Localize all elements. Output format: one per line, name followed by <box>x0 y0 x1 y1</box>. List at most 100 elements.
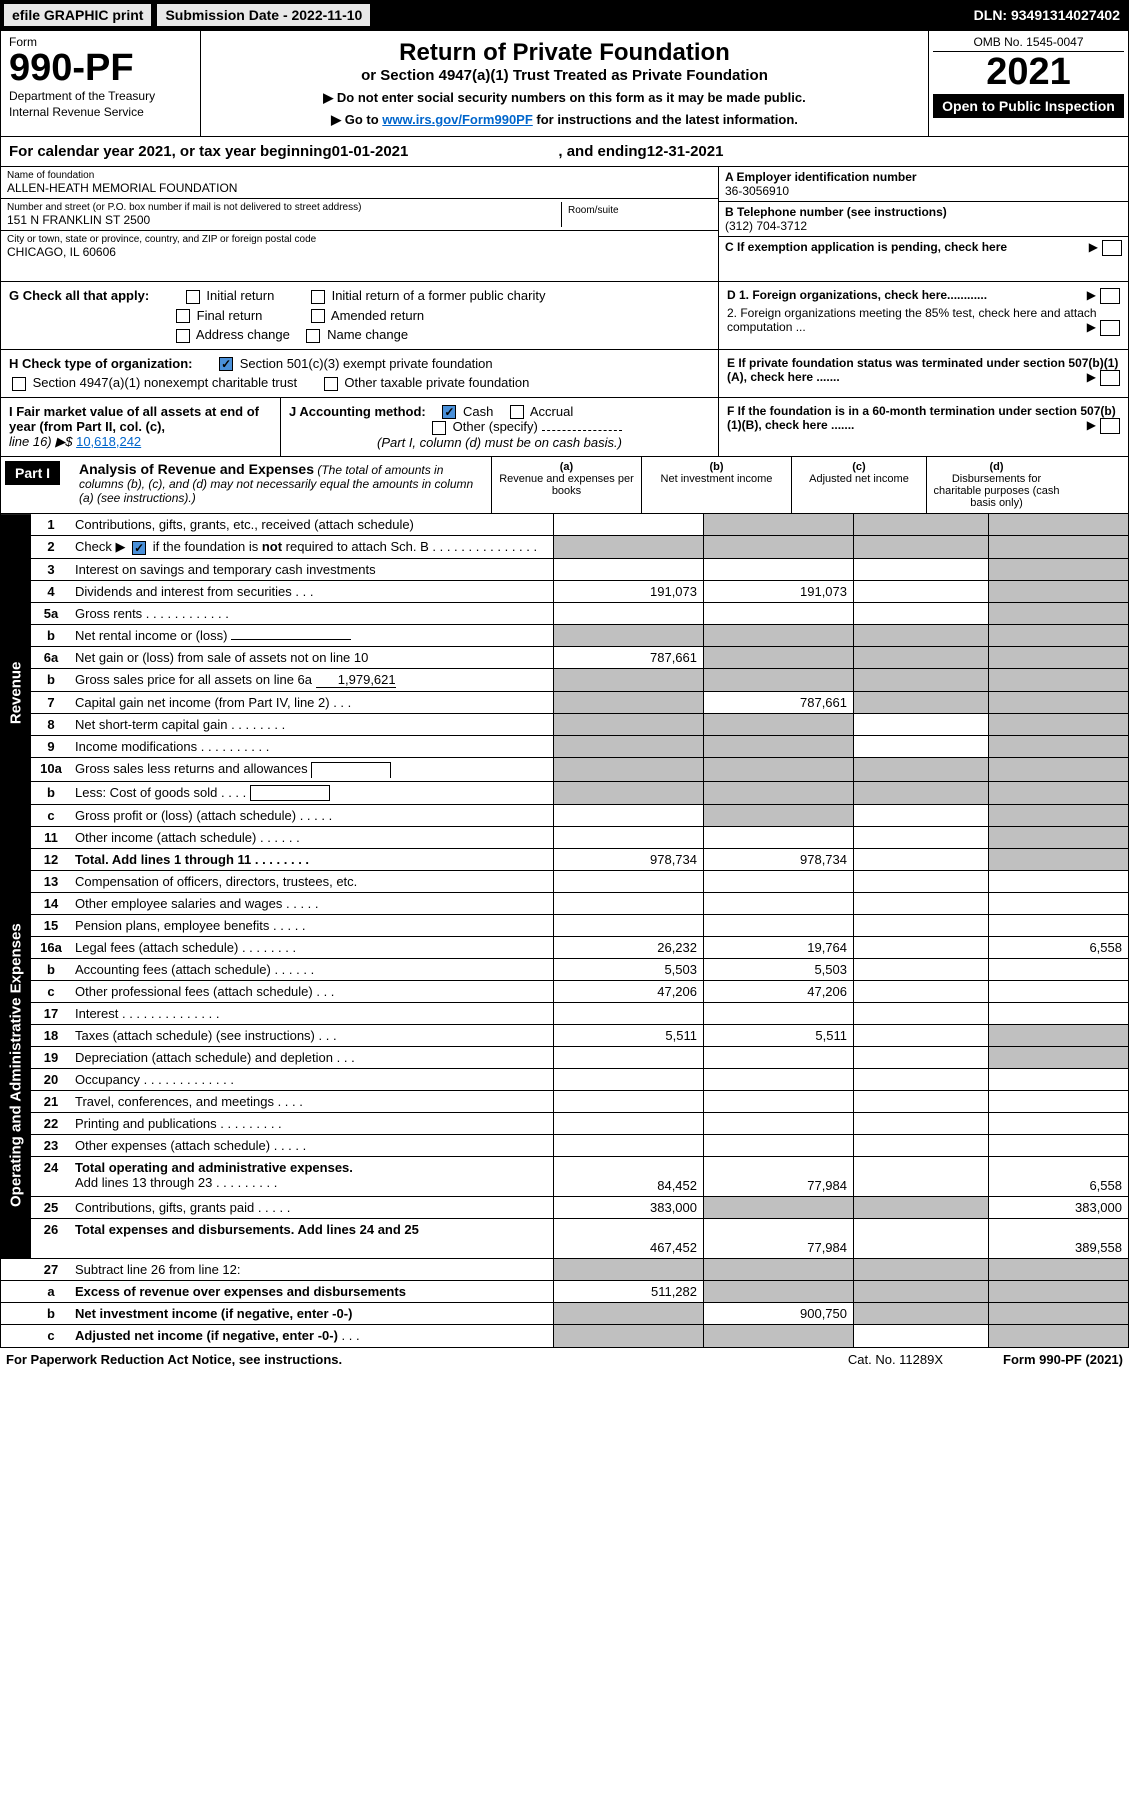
g-label: G Check all that apply: <box>9 288 149 303</box>
f-checkbox[interactable] <box>1100 418 1120 434</box>
initial-return-label: Initial return <box>206 288 274 303</box>
501c3-checkbox[interactable] <box>219 357 233 371</box>
fmv-value[interactable]: 10,618,242 <box>76 434 141 449</box>
dln: DLN: 93491314027402 <box>974 7 1126 23</box>
line-10b-desc: Less: Cost of goods sold . . . . <box>71 782 553 805</box>
line-27b-desc: Net investment income (if negative, ente… <box>71 1303 553 1324</box>
l24-d: 6,558 <box>988 1157 1128 1196</box>
cash-checkbox[interactable] <box>442 405 456 419</box>
efile-print-button[interactable]: efile GRAPHIC print <box>3 3 152 27</box>
e-checkbox[interactable] <box>1100 370 1120 386</box>
form-number: 990-PF <box>9 49 192 87</box>
goto-suffix: for instructions and the latest informat… <box>533 112 798 127</box>
line-19-desc: Depreciation (attach schedule) and deple… <box>71 1047 553 1068</box>
street-address: 151 N FRANKLIN ST 2500 <box>7 213 561 227</box>
col-d-desc: Disbursements for charitable purposes (c… <box>934 473 1060 509</box>
tax-year: 2021 <box>933 52 1124 94</box>
address-change-label: Address change <box>196 327 290 342</box>
foundation-name: ALLEN-HEATH MEMORIAL FOUNDATION <box>7 181 712 195</box>
room-label: Room/suite <box>568 205 706 216</box>
dept-treasury: Department of the Treasury <box>9 89 192 103</box>
ssn-warning: ▶ Do not enter social security numbers o… <box>209 90 920 106</box>
other-taxable-checkbox[interactable] <box>324 377 338 391</box>
line-4-desc: Dividends and interest from securities .… <box>71 581 553 602</box>
line-26-desc: Total expenses and disbursements. Add li… <box>71 1219 553 1258</box>
e-label: E If private foundation status was termi… <box>727 356 1118 384</box>
line-27a-desc: Excess of revenue over expenses and disb… <box>71 1281 553 1302</box>
initial-return-checkbox[interactable] <box>186 290 200 304</box>
line-20-desc: Occupancy . . . . . . . . . . . . . <box>71 1069 553 1090</box>
col-c-desc: Adjusted net income <box>809 473 909 485</box>
d1-checkbox[interactable] <box>1100 288 1120 304</box>
info-grid: Name of foundation ALLEN-HEATH MEMORIAL … <box>0 167 1129 282</box>
name-change-checkbox[interactable] <box>306 329 320 343</box>
l6a-a: 787,661 <box>553 647 703 668</box>
pra-notice: For Paperwork Reduction Act Notice, see … <box>6 1352 342 1367</box>
line-25-desc: Contributions, gifts, grants paid . . . … <box>71 1197 553 1218</box>
4947-checkbox[interactable] <box>12 377 26 391</box>
line-7-desc: Capital gain net income (from Part IV, l… <box>71 692 553 713</box>
initial-former-checkbox[interactable] <box>311 290 325 304</box>
omb-number: OMB No. 1545-0047 <box>933 33 1124 52</box>
line-6b-desc: Gross sales price for all assets on line… <box>71 669 553 691</box>
accrual-checkbox[interactable] <box>510 405 524 419</box>
l4-a: 191,073 <box>553 581 703 602</box>
line-12-desc: Total. Add lines 1 through 11 . . . . . … <box>71 849 553 870</box>
line-8-desc: Net short-term capital gain . . . . . . … <box>71 714 553 735</box>
l24-b: 77,984 <box>703 1157 853 1196</box>
d2-label: 2. Foreign organizations meeting the 85%… <box>727 306 1097 334</box>
l16b-b: 5,503 <box>703 959 853 980</box>
line-23-desc: Other expenses (attach schedule) . . . .… <box>71 1135 553 1156</box>
l4-b: 191,073 <box>703 581 853 602</box>
l27b-b: 900,750 <box>703 1303 853 1324</box>
line-16b-desc: Accounting fees (attach schedule) . . . … <box>71 959 553 980</box>
l12-a: 978,734 <box>553 849 703 870</box>
initial-former-label: Initial return of a former public charit… <box>332 288 546 303</box>
name-label: Name of foundation <box>7 170 712 181</box>
l25-d: 383,000 <box>988 1197 1128 1218</box>
other-method-checkbox[interactable] <box>432 421 446 435</box>
part-1-header: Part I <box>5 461 60 485</box>
calendar-year-row: For calendar year 2021, or tax year begi… <box>0 137 1129 167</box>
amended-return-label: Amended return <box>331 308 424 323</box>
top-bar: efile GRAPHIC print Submission Date - 20… <box>0 0 1129 30</box>
l18-a: 5,511 <box>553 1025 703 1046</box>
d2-checkbox[interactable] <box>1100 320 1120 336</box>
l12-b: 978,734 <box>703 849 853 870</box>
line-1-desc: Contributions, gifts, grants, etc., rece… <box>71 514 553 535</box>
phone-label: B Telephone number (see instructions) <box>725 205 1122 219</box>
other-method-label: Other (specify) <box>453 419 538 434</box>
address-change-checkbox[interactable] <box>176 329 190 343</box>
line-24-desc: Total operating and administrative expen… <box>71 1157 553 1196</box>
cy-end: 12-31-2021 <box>647 143 724 160</box>
line-9-desc: Income modifications . . . . . . . . . . <box>71 736 553 757</box>
line-10c-desc: Gross profit or (loss) (attach schedule)… <box>71 805 553 826</box>
final-return-checkbox[interactable] <box>176 309 190 323</box>
i-label: I Fair market value of all assets at end… <box>9 404 259 434</box>
revenue-sidebar: Revenue <box>1 514 31 871</box>
line-27c-desc: Adjusted net income (if negative, enter … <box>71 1325 553 1347</box>
part-1-title: Analysis of Revenue and Expenses <box>79 461 314 477</box>
col-b-desc: Net investment income <box>661 473 773 485</box>
goto-instr: ▶ Go to www.irs.gov/Form990PF for instru… <box>209 112 920 128</box>
l26-b: 77,984 <box>703 1219 853 1258</box>
i-line16: line 16) ▶$ <box>9 434 76 449</box>
line-22-desc: Printing and publications . . . . . . . … <box>71 1113 553 1134</box>
irs: Internal Revenue Service <box>9 105 192 119</box>
line-2-desc: Check ▶ if the foundation is not require… <box>71 536 553 558</box>
cy-mid: , and ending <box>558 143 646 160</box>
4947-label: Section 4947(a)(1) nonexempt charitable … <box>33 375 297 390</box>
schb-checkbox[interactable] <box>132 541 146 555</box>
city-state-zip: CHICAGO, IL 60606 <box>7 245 712 259</box>
col-c-label: (c) <box>852 461 865 473</box>
line-27-desc: Subtract line 26 from line 12: <box>71 1259 553 1280</box>
form990pf-link[interactable]: www.irs.gov/Form990PF <box>382 112 533 127</box>
accrual-label: Accrual <box>530 404 573 419</box>
amended-return-checkbox[interactable] <box>311 309 325 323</box>
c-checkbox[interactable] <box>1102 240 1122 256</box>
ein-label: A Employer identification number <box>725 170 1122 184</box>
form-title: Return of Private Foundation <box>209 39 920 67</box>
line-17-desc: Interest . . . . . . . . . . . . . . <box>71 1003 553 1024</box>
line-18-desc: Taxes (attach schedule) (see instruction… <box>71 1025 553 1046</box>
l16a-d: 6,558 <box>988 937 1128 958</box>
